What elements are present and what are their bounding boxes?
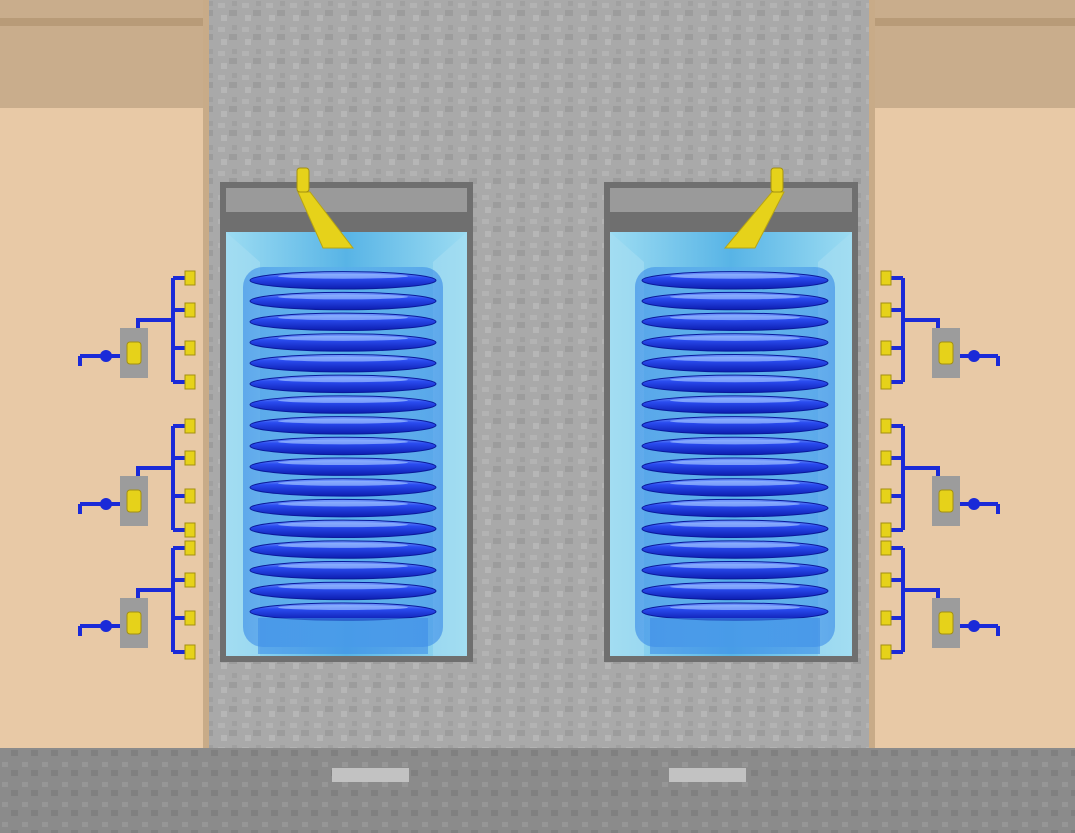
left-wall-band [0, 0, 205, 108]
tap-valve [880, 418, 892, 434]
tap-valve [184, 488, 196, 504]
tank-ledge [610, 188, 852, 212]
tap-valve [184, 644, 196, 660]
valve-assembly-right-2 [880, 418, 1000, 538]
pump-valve [126, 341, 142, 365]
tank-ledge [226, 188, 467, 212]
flow-meter [100, 620, 112, 632]
tap-valve [880, 374, 892, 390]
tap-valve [184, 572, 196, 588]
floor-grate-left [332, 768, 409, 782]
pump-valve [938, 341, 954, 365]
tap-valve [880, 488, 892, 504]
pump-valve [126, 611, 142, 635]
tap-valve [184, 610, 196, 626]
floor [0, 748, 1075, 833]
pump-valve [126, 489, 142, 513]
right-wall-band [865, 0, 1075, 108]
tap-valve [880, 270, 892, 286]
tap-valve [184, 302, 196, 318]
flow-meter [100, 350, 112, 362]
tap-valve [880, 302, 892, 318]
tap-valve [880, 610, 892, 626]
tap-valve [880, 644, 892, 660]
tap-valve [184, 270, 196, 286]
pump-valve [938, 489, 954, 513]
valve-assembly-right-3 [880, 540, 1000, 660]
crane-head [296, 167, 310, 193]
tap-valve [880, 450, 892, 466]
valve-assembly-left-3 [78, 540, 196, 660]
floor-grate-right [669, 768, 746, 782]
crane-head [770, 167, 784, 193]
tap-valve [184, 374, 196, 390]
tap-valve [880, 522, 892, 538]
tap-valve [184, 540, 196, 556]
valve-assembly-right-1 [880, 270, 1000, 390]
tap-valve [880, 540, 892, 556]
valve-assembly-left-1 [78, 270, 196, 390]
flow-meter [100, 498, 112, 510]
pump-valve [938, 611, 954, 635]
tap-valve [184, 522, 196, 538]
tap-valve [880, 340, 892, 356]
tap-valve [184, 418, 196, 434]
tap-valve [880, 572, 892, 588]
valve-assembly-left-2 [78, 418, 196, 538]
flow-meter [968, 350, 980, 362]
flow-meter [968, 620, 980, 632]
tap-valve [184, 450, 196, 466]
tap-valve [184, 340, 196, 356]
right-tank [604, 167, 858, 662]
left-tank [220, 167, 473, 662]
flow-meter [968, 498, 980, 510]
